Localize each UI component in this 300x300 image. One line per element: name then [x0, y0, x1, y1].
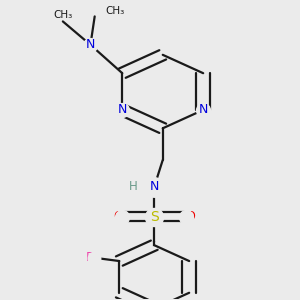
Text: O: O — [185, 210, 195, 223]
Text: CH₃: CH₃ — [53, 11, 73, 20]
Text: O: O — [113, 210, 123, 223]
Text: S: S — [150, 210, 159, 224]
Text: CH₃: CH₃ — [105, 6, 124, 16]
Text: N: N — [199, 103, 208, 116]
Text: N: N — [86, 38, 95, 51]
Text: H: H — [129, 180, 138, 193]
Text: N: N — [150, 180, 159, 193]
Text: N: N — [118, 103, 127, 116]
Text: F: F — [86, 251, 93, 264]
